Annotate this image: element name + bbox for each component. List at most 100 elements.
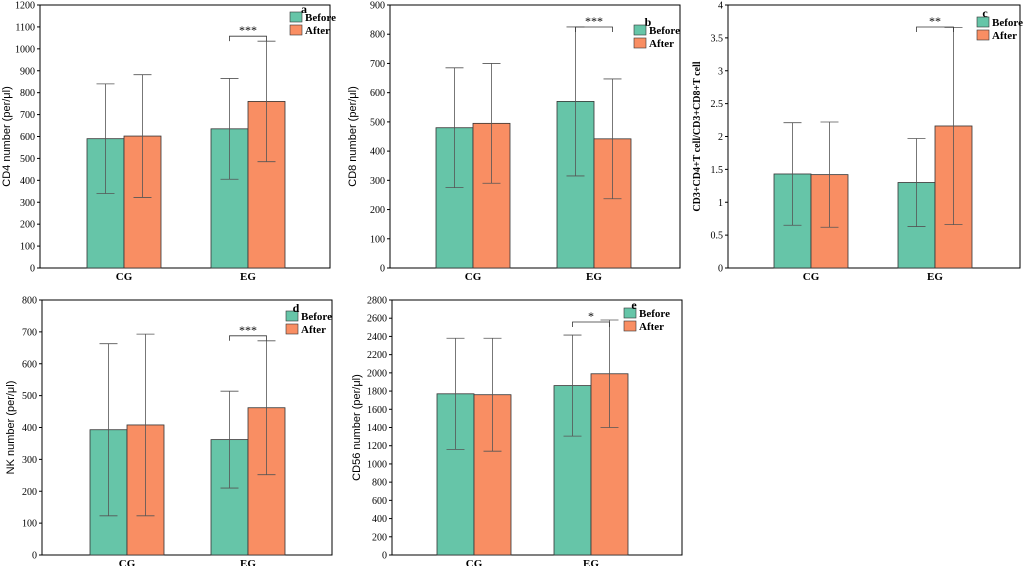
plot-frame [41,299,333,556]
chart-panel-d: 0 100 200 300 400 500 600 700 800 NK number (per/… [5,296,333,566]
y-tick-label: 500 [20,154,35,165]
x-category-label: CG [119,558,136,566]
legend-label-after: After [649,38,674,50]
significance-label: *** [239,323,257,337]
x-category-label: EG [586,271,602,283]
legend-swatch-after [633,37,647,49]
significance-label: *** [239,23,257,37]
y-tick-label: 1200 [367,441,387,452]
legend-swatch-before [633,24,647,36]
legend-label-before: Before [992,17,1023,29]
y-tick-label: 800 [372,478,387,489]
x-category-label: EG [927,271,943,283]
y-tick-label: 600 [372,496,387,507]
y-tick-label: 200 [370,205,385,216]
chart-panel-e: 0 200 400 600 800 1000 1200 1400 1600 1800 2000 220… [351,296,683,566]
y-tick-label: 0 [718,264,723,275]
y-tick-label: 800 [22,296,37,307]
y-axis-label: NK number (per/μl) [5,381,17,475]
y-tick-label: 100 [370,234,385,245]
y-tick-label: 200 [22,487,37,498]
y-tick-label: 900 [20,66,35,77]
panel-label: d [293,301,300,315]
x-category-label: EG [240,558,256,566]
chart-panel-c: 0 0.5 1 1.5 2 2.5 3 3.5 4 CD3+CD4+T cell/CD3+CD8+… [692,1,1023,284]
y-tick-label: 900 [370,1,385,12]
legend-label-after: After [301,324,326,336]
y-tick-label: 1000 [15,44,35,55]
y-tick-label: 500 [22,391,37,402]
legend-label-after: After [305,25,330,37]
panel-label: c [982,6,988,20]
y-tick-label: 3.5 [711,33,724,44]
legend-swatch-before [976,16,990,28]
y-tick-label: 500 [370,117,385,128]
y-tick-label: 0.5 [711,231,724,242]
y-tick-label: 1000 [367,459,387,470]
significance-bracket [575,26,613,32]
y-tick-label: 300 [370,176,385,187]
legend-label-before: Before [649,25,680,37]
y-tick-label: 800 [370,30,385,41]
legend-label-before: Before [305,12,336,24]
y-tick-label: 100 [22,519,37,530]
y-tick-label: 600 [20,132,35,143]
x-category-label: CG [465,271,482,283]
panel-label: b [645,15,652,29]
legend-label-before: Before [639,308,670,320]
plot-frame [389,4,681,269]
plot-frame [39,4,331,269]
legend-swatch-before [289,11,303,23]
y-tick-label: 1200 [15,1,35,12]
y-tick-label: 2.5 [711,99,724,110]
legend-swatch-after [285,323,299,335]
legend-label-after: After [992,30,1017,42]
significance-bracket [572,321,610,327]
y-tick-label: 1600 [367,405,387,416]
y-axis-label: CD4 number (per/μl) [1,86,13,186]
legend-swatch-before [623,307,637,319]
legend-swatch-before [285,310,299,322]
y-axis-label: CD8 number (per/μl) [347,86,359,186]
y-tick-label: 2400 [367,332,387,343]
y-tick-label: 400 [20,176,35,187]
y-tick-label: 300 [22,455,37,466]
y-tick-label: 100 [20,242,35,253]
significance-bracket [229,335,267,341]
y-tick-label: 400 [372,514,387,525]
y-tick-label: 0 [30,264,35,275]
y-tick-label: 400 [22,423,37,434]
y-tick-label: 4 [718,1,723,12]
y-tick-label: 2800 [367,296,387,307]
y-tick-label: 0 [380,264,385,275]
significance-bracket [229,35,267,42]
plot-frame [391,299,683,556]
significance-bracket [916,26,954,32]
legend-label-before: Before [301,311,332,323]
y-tick-label: 700 [20,110,35,121]
panel-label: a [301,2,307,16]
significance-label: ** [929,14,941,28]
panel-label: e [631,298,637,312]
x-category-label: CG [466,558,483,566]
y-tick-label: 2 [718,132,723,143]
y-tick-label: 2200 [367,350,387,361]
y-tick-label: 300 [20,198,35,209]
y-tick-label: 0 [32,551,37,562]
y-tick-label: 2600 [367,314,387,325]
y-tick-label: 600 [370,88,385,99]
y-tick-label: 200 [372,532,387,543]
y-tick-label: 0 [382,551,387,562]
y-tick-label: 700 [22,327,37,338]
y-tick-label: 1 [718,198,723,209]
y-tick-label: 1800 [367,387,387,398]
y-tick-label: 1400 [367,423,387,434]
significance-label: * [588,309,594,323]
y-tick-label: 200 [20,220,35,231]
y-tick-label: 700 [370,59,385,70]
y-axis-label: CD3+CD4+T cell/CD3+CD8+T cell [692,61,703,211]
x-category-label: EG [583,558,599,566]
y-tick-label: 800 [20,88,35,99]
chart-panel-b: 0 100 200 300 400 500 600 700 800 900 CD8 number (… [347,1,681,283]
legend-swatch-after [623,320,637,332]
